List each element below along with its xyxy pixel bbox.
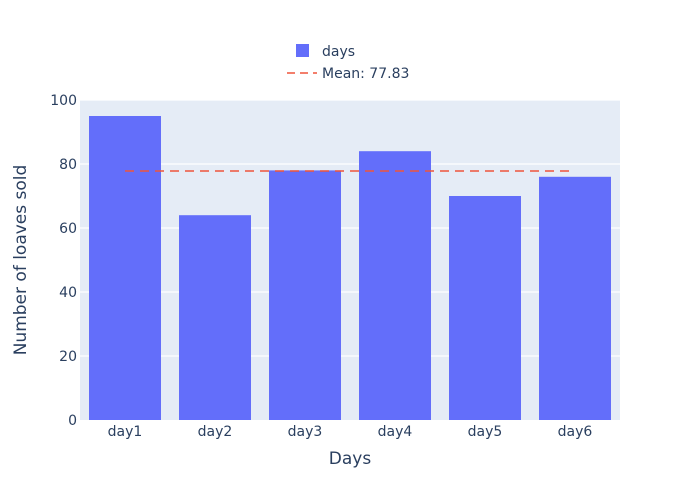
x-tick-label: day3	[288, 424, 323, 440]
legend: days Mean: 77.83	[287, 44, 409, 82]
x-tick-label: day2	[198, 424, 233, 440]
y-tick-label: 80	[59, 157, 77, 173]
y-tick-label: 20	[59, 349, 77, 365]
y-tick-label: 40	[59, 285, 77, 301]
bar-day3[interactable]	[269, 170, 341, 420]
plot-area	[80, 100, 620, 420]
bar-day2[interactable]	[179, 215, 251, 420]
x-tick-label: day5	[468, 424, 503, 440]
bars	[89, 116, 611, 420]
legend-label-days[interactable]: days	[322, 44, 355, 60]
y-tick-label: 60	[59, 221, 77, 237]
x-tick-label: day4	[378, 424, 413, 440]
x-axis-title: Days	[329, 449, 372, 469]
y-axis-ticks: 0 20 40 60 80 100	[50, 93, 77, 429]
legend-label-mean[interactable]: Mean: 77.83	[322, 66, 409, 82]
bar-day5[interactable]	[449, 196, 521, 420]
y-axis-title: Number of loaves sold	[11, 165, 31, 356]
bar-day1[interactable]	[89, 116, 161, 420]
x-axis-ticks: day1 day2 day3 day4 day5 day6	[108, 424, 593, 440]
y-tick-label: 0	[68, 413, 77, 429]
y-tick-label: 100	[50, 93, 77, 109]
x-tick-label: day1	[108, 424, 143, 440]
gridlines	[80, 99, 620, 357]
legend-swatch-days[interactable]	[296, 44, 309, 57]
bar-day6[interactable]	[539, 176, 611, 420]
x-tick-label: day6	[558, 424, 593, 440]
bar-day4[interactable]	[359, 151, 431, 420]
